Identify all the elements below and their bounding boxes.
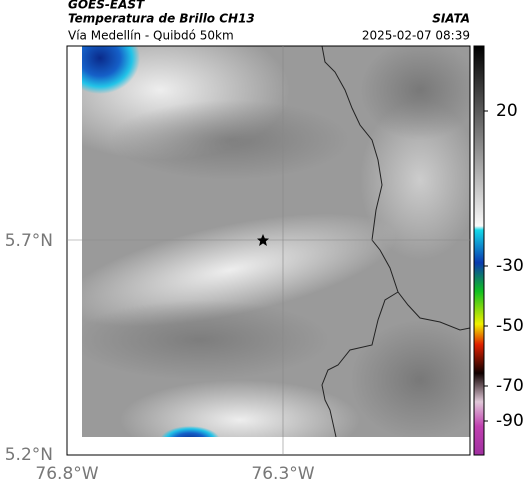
colorbar-tick-label: 20	[496, 101, 518, 121]
colorbar-ticks: 20 -30 -50 -70 -90	[484, 101, 524, 431]
map-title: Temperatura de Brillo CH13	[68, 12, 255, 26]
map-frame	[66, 45, 471, 456]
colorbar-tick-label: -90	[496, 411, 524, 431]
subtitle: Vía Medellín - Quibdó 50km	[68, 29, 234, 43]
colorbar	[473, 45, 485, 456]
lon-label: 76.3°W	[251, 464, 314, 484]
lat-label: 5.7°N	[5, 231, 53, 251]
source-label: GOES-EAST	[68, 0, 145, 12]
colorbar-tick-label: -50	[496, 316, 524, 336]
colorbar-tick-label: -70	[496, 376, 524, 396]
location-marker	[257, 234, 269, 246]
lon-label: 76.8°W	[35, 464, 98, 484]
lat-label: 5.2°N	[5, 445, 53, 465]
satellite-image	[82, 46, 470, 437]
timestamp: 2025-02-07 08:39	[362, 29, 470, 43]
colorbar-tick-label: -30	[496, 256, 524, 276]
org-label: SIATA	[432, 12, 470, 26]
